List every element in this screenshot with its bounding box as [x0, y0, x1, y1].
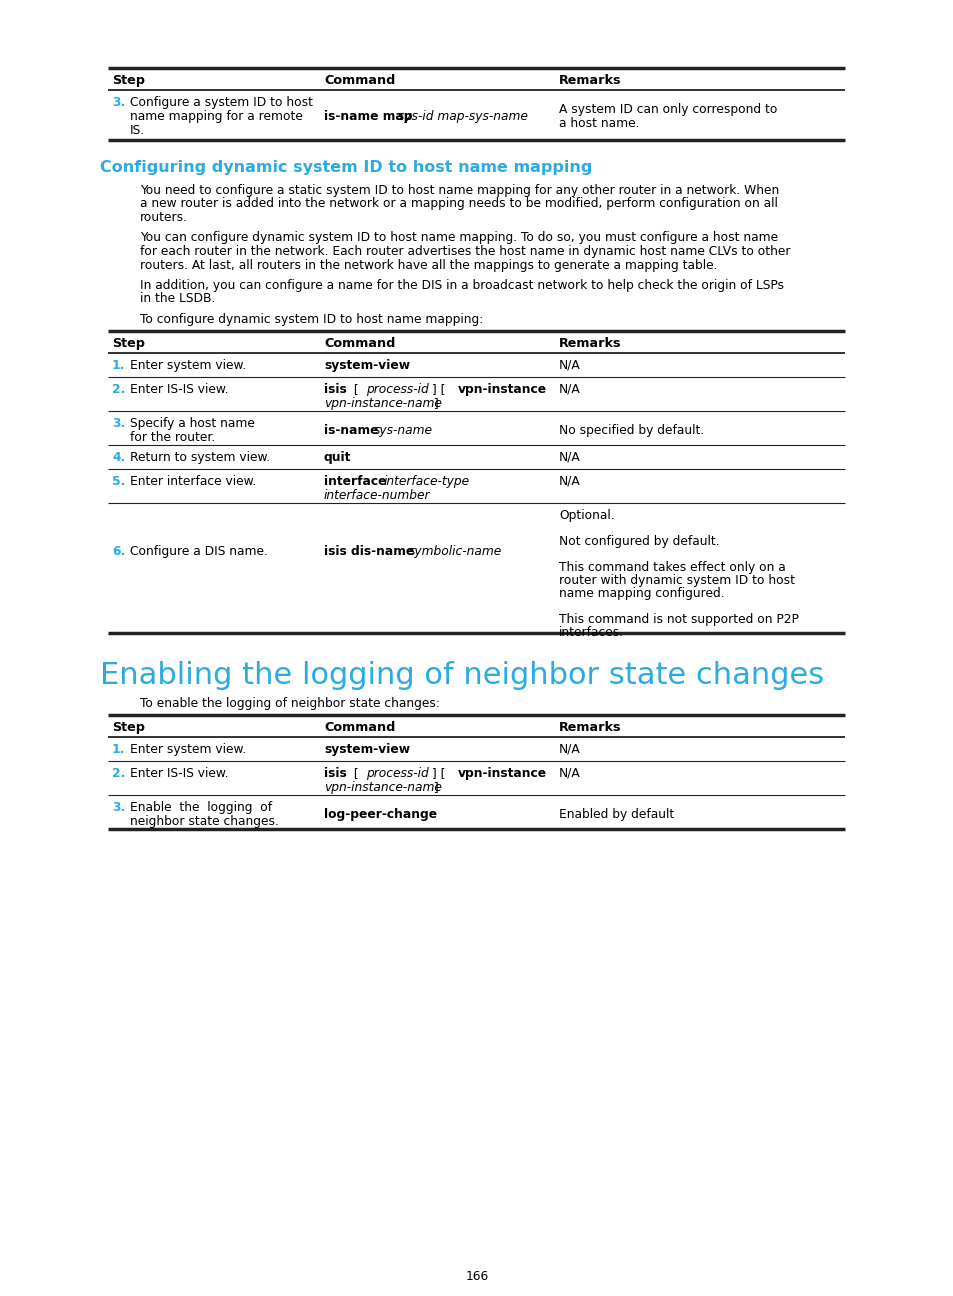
Text: interface-type: interface-type [384, 476, 470, 489]
Text: ] [: ] [ [428, 384, 449, 397]
Text: Step: Step [112, 74, 145, 87]
Text: Enter interface view.: Enter interface view. [130, 476, 256, 489]
Text: neighbor state changes.: neighbor state changes. [130, 815, 278, 828]
Text: vpn-instance-name: vpn-instance-name [324, 397, 441, 410]
Text: Specify a host name: Specify a host name [130, 417, 254, 430]
Text: sys-name: sys-name [374, 424, 433, 437]
Text: system-view: system-view [324, 743, 410, 756]
Text: router with dynamic system ID to host: router with dynamic system ID to host [558, 574, 794, 587]
Text: 3.: 3. [112, 417, 125, 430]
Text: To configure dynamic system ID to host name mapping:: To configure dynamic system ID to host n… [140, 314, 483, 327]
Text: You can configure dynamic system ID to host name mapping. To do so, you must con: You can configure dynamic system ID to h… [140, 232, 778, 245]
Text: Not configured by default.: Not configured by default. [558, 535, 719, 548]
Text: interface-number: interface-number [324, 489, 430, 502]
Text: for the router.: for the router. [130, 432, 215, 445]
Text: [: [ [350, 384, 362, 397]
Text: in the LSDB.: in the LSDB. [140, 293, 215, 306]
Text: No specified by default.: No specified by default. [558, 424, 703, 437]
Text: 5.: 5. [112, 476, 125, 489]
Text: vpn-instance-name: vpn-instance-name [324, 781, 441, 794]
Text: Enabled by default: Enabled by default [558, 807, 674, 820]
Text: vpn-instance: vpn-instance [457, 767, 547, 780]
Text: A system ID can only correspond to: A system ID can only correspond to [558, 102, 777, 117]
Text: for each router in the network. Each router advertises the host name in dynamic : for each router in the network. Each rou… [140, 245, 790, 258]
Text: To enable the logging of neighbor state changes:: To enable the logging of neighbor state … [140, 697, 439, 710]
Text: Enabling the logging of neighbor state changes: Enabling the logging of neighbor state c… [100, 661, 823, 689]
Text: a host name.: a host name. [558, 117, 639, 130]
Text: Remarks: Remarks [558, 337, 620, 350]
Text: ]: ] [430, 397, 438, 410]
Text: quit: quit [324, 451, 351, 464]
Text: Configure a DIS name.: Configure a DIS name. [130, 546, 268, 559]
Text: IS.: IS. [130, 124, 145, 137]
Text: Remarks: Remarks [558, 721, 620, 734]
Text: isis dis-name: isis dis-name [324, 546, 418, 559]
Text: system-view: system-view [324, 359, 410, 372]
Text: 2.: 2. [112, 384, 125, 397]
Text: is-name: is-name [324, 424, 382, 437]
Text: log-peer-change: log-peer-change [324, 807, 436, 820]
Text: Enter system view.: Enter system view. [130, 743, 246, 756]
Text: [: [ [350, 767, 362, 780]
Text: Remarks: Remarks [558, 74, 620, 87]
Text: process-id: process-id [366, 767, 428, 780]
Text: routers. At last, all routers in the network have all the mappings to generate a: routers. At last, all routers in the net… [140, 258, 717, 271]
Text: interface: interface [324, 476, 391, 489]
Text: Configure a system ID to host: Configure a system ID to host [130, 96, 313, 109]
Text: N/A: N/A [558, 451, 580, 464]
Text: Return to system view.: Return to system view. [130, 451, 270, 464]
Text: sys-id map-sys-name: sys-id map-sys-name [397, 110, 527, 123]
Text: Enter IS-IS view.: Enter IS-IS view. [130, 767, 229, 780]
Text: Optional.: Optional. [558, 509, 614, 522]
Text: name mapping for a remote: name mapping for a remote [130, 110, 302, 123]
Text: In addition, you can configure a name for the DIS in a broadcast network to help: In addition, you can configure a name fo… [140, 279, 783, 292]
Text: Command: Command [324, 337, 395, 350]
Text: 3.: 3. [112, 96, 125, 109]
Text: This command takes effect only on a: This command takes effect only on a [558, 561, 785, 574]
Text: symbolic-name: symbolic-name [409, 546, 501, 559]
Text: You need to configure a static system ID to host name mapping for any other rout: You need to configure a static system ID… [140, 184, 779, 197]
Text: ]: ] [430, 781, 438, 794]
Text: This command is not supported on P2P: This command is not supported on P2P [558, 613, 798, 626]
Text: name mapping configured.: name mapping configured. [558, 587, 724, 600]
Text: 6.: 6. [112, 546, 125, 559]
Text: process-id: process-id [366, 384, 428, 397]
Text: N/A: N/A [558, 359, 580, 372]
Text: 3.: 3. [112, 801, 125, 814]
Text: interfaces.: interfaces. [558, 626, 623, 639]
Text: Enter IS-IS view.: Enter IS-IS view. [130, 384, 229, 397]
Text: N/A: N/A [558, 767, 580, 780]
Text: N/A: N/A [558, 743, 580, 756]
Text: 2.: 2. [112, 767, 125, 780]
Text: Enter system view.: Enter system view. [130, 359, 246, 372]
Text: Command: Command [324, 74, 395, 87]
Text: N/A: N/A [558, 476, 580, 489]
Text: N/A: N/A [558, 384, 580, 397]
Text: Configuring dynamic system ID to host name mapping: Configuring dynamic system ID to host na… [100, 159, 592, 175]
Text: 4.: 4. [112, 451, 125, 464]
Text: vpn-instance: vpn-instance [457, 384, 547, 397]
Text: Step: Step [112, 337, 145, 350]
Text: isis: isis [324, 767, 346, 780]
Text: a new router is added into the network or a mapping needs to be modified, perfor: a new router is added into the network o… [140, 197, 777, 210]
Text: 1.: 1. [112, 743, 125, 756]
Text: Step: Step [112, 721, 145, 734]
Text: Enable  the  logging  of: Enable the logging of [130, 801, 272, 814]
Text: 1.: 1. [112, 359, 125, 372]
Text: 166: 166 [465, 1270, 488, 1283]
Text: is-name map: is-name map [324, 110, 416, 123]
Text: routers.: routers. [140, 211, 188, 224]
Text: Command: Command [324, 721, 395, 734]
Text: ] [: ] [ [428, 767, 449, 780]
Text: isis: isis [324, 384, 346, 397]
